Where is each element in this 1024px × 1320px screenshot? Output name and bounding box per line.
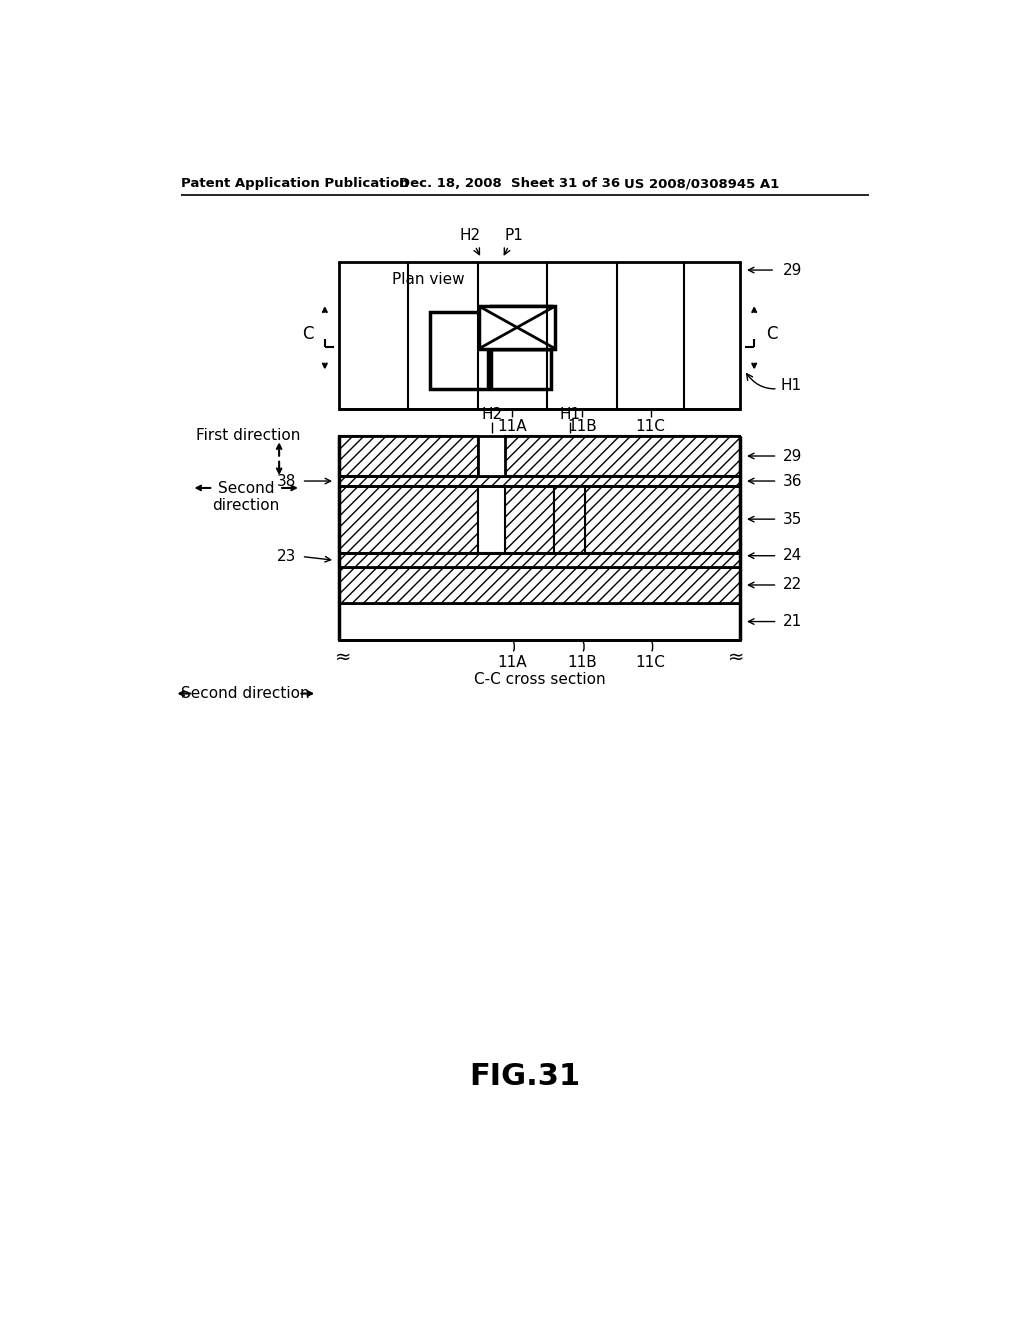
Text: Second direction: Second direction: [181, 686, 310, 701]
Bar: [430, 313, 488, 389]
Bar: [479, 306, 555, 348]
Text: H1: H1: [559, 407, 581, 421]
Bar: [478, 486, 506, 553]
Text: 11C: 11C: [636, 418, 666, 434]
Text: Second
direction: Second direction: [212, 480, 280, 513]
Bar: [506, 436, 740, 477]
Text: US 2008/0308945 A1: US 2008/0308945 A1: [624, 177, 779, 190]
Bar: [339, 603, 740, 640]
Bar: [339, 560, 740, 566]
Bar: [339, 566, 740, 603]
Text: 11A: 11A: [498, 418, 527, 434]
Text: 36: 36: [783, 474, 803, 488]
Bar: [339, 486, 478, 553]
Text: ≈: ≈: [335, 647, 351, 667]
Text: 21: 21: [783, 614, 802, 630]
Text: H2: H2: [459, 228, 480, 255]
Bar: [586, 486, 740, 553]
Text: Plan view: Plan view: [391, 272, 464, 286]
Bar: [339, 436, 478, 477]
Text: C-C cross section: C-C cross section: [474, 672, 605, 688]
Text: 29: 29: [783, 449, 802, 463]
Bar: [490, 350, 551, 389]
Text: H2: H2: [481, 407, 503, 421]
Polygon shape: [554, 486, 586, 553]
Bar: [506, 486, 554, 553]
Text: 22: 22: [783, 577, 802, 593]
Text: 11B: 11B: [567, 655, 597, 671]
Text: 38: 38: [276, 474, 296, 488]
Bar: [490, 306, 551, 348]
Text: 23: 23: [276, 549, 296, 564]
Text: H1: H1: [746, 374, 802, 393]
Text: FIG.31: FIG.31: [469, 1061, 581, 1090]
Text: First direction: First direction: [196, 428, 300, 444]
Bar: [339, 553, 740, 566]
Text: 11B: 11B: [567, 418, 597, 434]
Bar: [339, 263, 740, 409]
Text: 29: 29: [783, 263, 802, 277]
Text: C: C: [766, 325, 777, 343]
Text: 24: 24: [783, 548, 802, 564]
Text: C: C: [302, 325, 313, 343]
Text: 35: 35: [783, 512, 802, 527]
Text: Patent Application Publication: Patent Application Publication: [180, 177, 409, 190]
Text: Dec. 18, 2008  Sheet 31 of 36: Dec. 18, 2008 Sheet 31 of 36: [399, 177, 621, 190]
Text: 11C: 11C: [636, 655, 666, 671]
Bar: [339, 477, 740, 486]
Bar: [478, 436, 506, 477]
Text: 11A: 11A: [498, 655, 527, 671]
Text: P1: P1: [504, 228, 523, 255]
Text: ≈: ≈: [728, 647, 744, 667]
